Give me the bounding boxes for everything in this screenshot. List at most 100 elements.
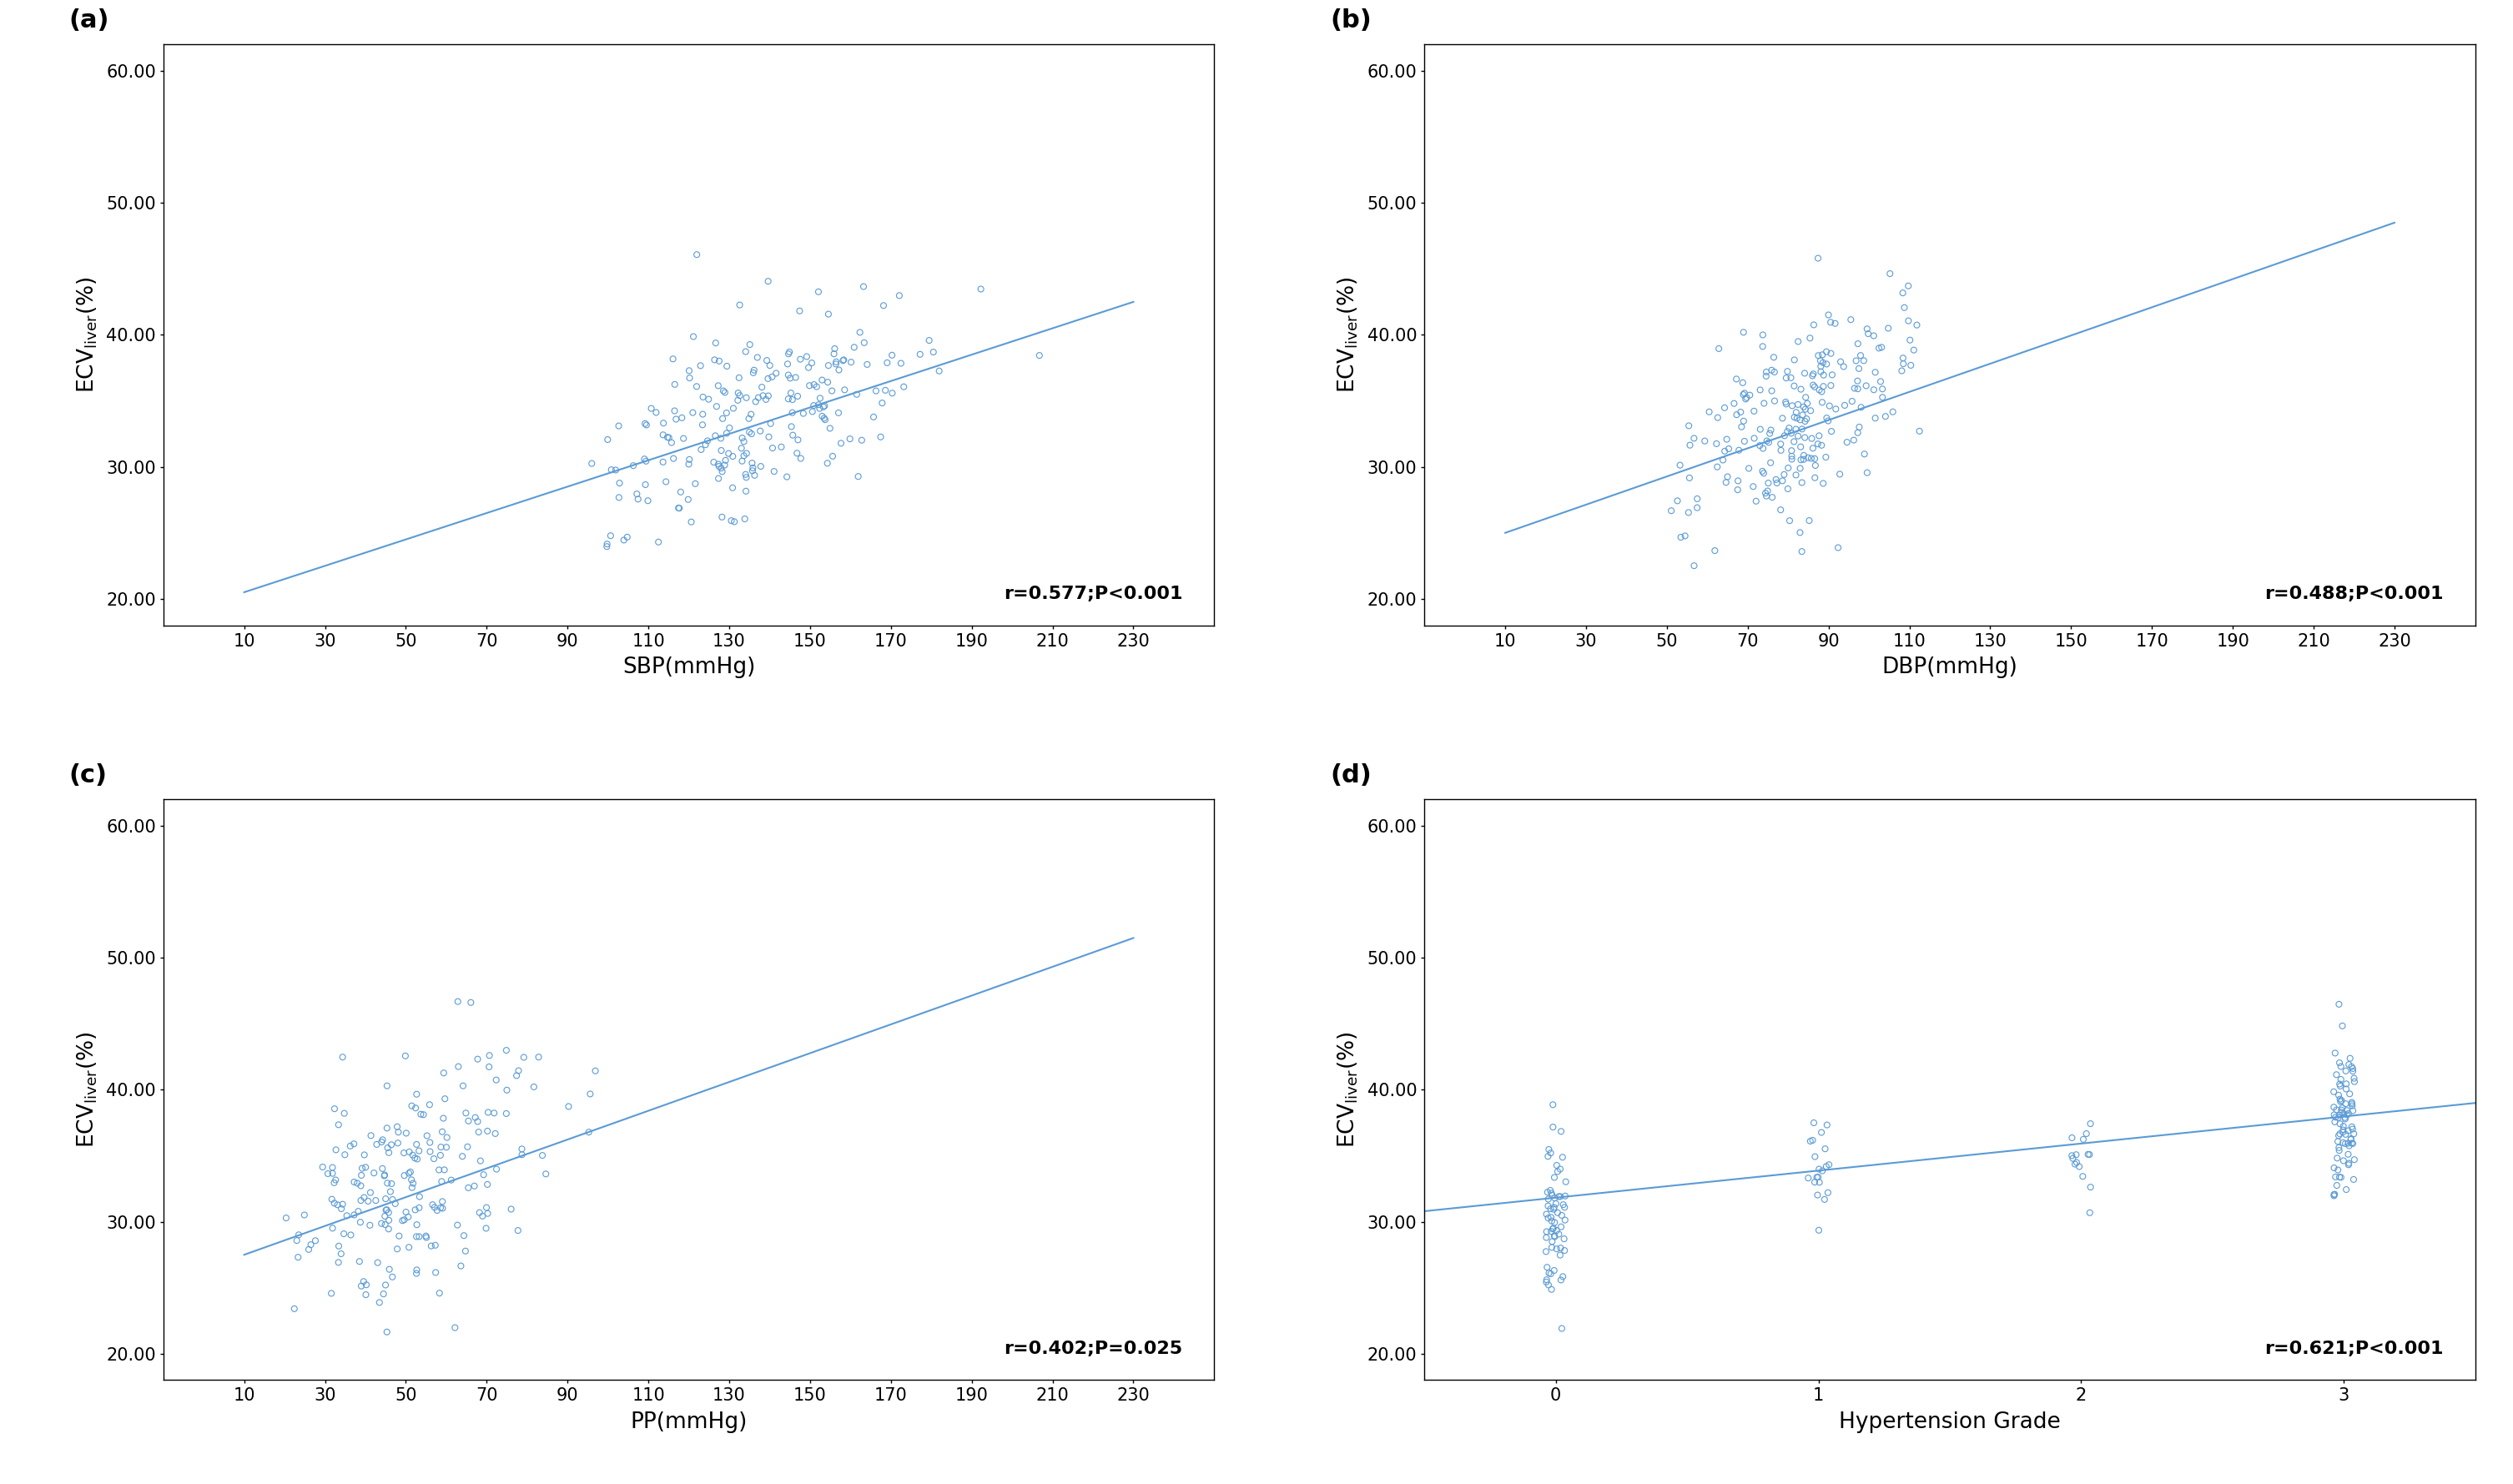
Point <box>2327 1071 2367 1095</box>
Point <box>2322 1089 2362 1113</box>
Point <box>1774 430 1814 454</box>
Point <box>1855 378 1895 402</box>
Point <box>1784 362 1824 386</box>
Point <box>1729 457 1769 481</box>
Point <box>1797 1165 1837 1189</box>
Point <box>1528 1206 1568 1230</box>
Point <box>2314 1184 2355 1208</box>
Point <box>1789 509 1829 533</box>
Point <box>1764 463 1804 487</box>
Point <box>1704 439 1744 463</box>
Point <box>2314 1183 2355 1206</box>
Point <box>2314 1106 2355 1129</box>
Point <box>626 413 666 436</box>
Text: r=0.621;P<0.001: r=0.621;P<0.001 <box>2264 1340 2443 1356</box>
Point <box>1525 1270 1566 1294</box>
Point <box>1812 341 1852 365</box>
Point <box>1794 454 1834 478</box>
Point <box>684 386 724 410</box>
Point <box>1706 427 1747 451</box>
Point <box>1792 364 1832 387</box>
Point <box>1535 1165 1576 1189</box>
Point <box>663 426 704 450</box>
Point <box>2314 1156 2355 1180</box>
Point <box>1870 261 1910 285</box>
Point <box>591 524 631 548</box>
Point <box>1716 478 1757 502</box>
Point <box>312 1217 352 1241</box>
Point <box>807 451 847 475</box>
Point <box>819 401 859 424</box>
Point <box>1767 476 1807 500</box>
Point <box>1767 390 1807 414</box>
Point <box>329 1134 369 1158</box>
Point <box>485 1039 525 1063</box>
Point <box>749 384 789 408</box>
Point <box>364 1163 405 1187</box>
Point <box>746 349 787 372</box>
Point <box>726 463 766 487</box>
Point <box>726 386 766 410</box>
Point <box>2058 1155 2098 1178</box>
Point <box>1812 420 1852 444</box>
Text: (d): (d) <box>1329 764 1372 788</box>
Point <box>392 1094 432 1117</box>
Point <box>701 460 741 484</box>
Point <box>1802 390 1842 414</box>
Point <box>704 407 744 430</box>
Point <box>397 1147 437 1171</box>
X-axis label: DBP(mmHg): DBP(mmHg) <box>1882 656 2018 678</box>
Point <box>839 321 880 344</box>
Point <box>1754 361 1794 384</box>
Point <box>400 1196 440 1220</box>
Point <box>2330 1046 2370 1070</box>
Point <box>1887 275 1927 298</box>
Point <box>1794 466 1834 490</box>
Point <box>1525 1239 1566 1263</box>
Point <box>1772 393 1812 417</box>
Point <box>653 399 694 423</box>
Point <box>352 1123 392 1147</box>
Point <box>1840 416 1880 439</box>
Point <box>382 1209 422 1233</box>
Point <box>1812 364 1852 387</box>
Point <box>415 1147 455 1171</box>
Point <box>2335 1122 2375 1146</box>
Point <box>2335 1147 2375 1171</box>
Point <box>1528 1273 1568 1297</box>
Point <box>1754 389 1794 413</box>
Point <box>415 1233 455 1257</box>
Point <box>799 386 839 410</box>
Point <box>696 331 736 355</box>
Point <box>1530 1220 1571 1244</box>
Point <box>1799 378 1840 402</box>
Point <box>1530 1178 1571 1202</box>
Point <box>440 1254 480 1278</box>
Point <box>1528 1261 1568 1285</box>
Point <box>694 347 734 371</box>
Point <box>339 1250 379 1273</box>
Point <box>384 1045 425 1068</box>
Point <box>591 459 631 482</box>
Point <box>1535 1186 1576 1209</box>
Point <box>455 1174 495 1198</box>
Point <box>1882 352 1922 375</box>
Point <box>598 485 638 509</box>
Point <box>367 1074 407 1098</box>
Point <box>467 1172 508 1196</box>
Point <box>658 496 699 519</box>
Point <box>1792 1128 1832 1152</box>
Point <box>405 1103 445 1126</box>
Point <box>2332 1091 2372 1114</box>
Point <box>1724 371 1764 395</box>
Point <box>2327 1178 2367 1202</box>
Point <box>344 1156 384 1180</box>
Point <box>714 510 754 534</box>
Point <box>736 390 777 414</box>
Point <box>1528 1195 1568 1218</box>
Point <box>397 1212 437 1236</box>
Point <box>1809 395 1850 418</box>
Point <box>857 378 897 402</box>
Point <box>1847 462 1887 485</box>
Point <box>525 1162 565 1186</box>
